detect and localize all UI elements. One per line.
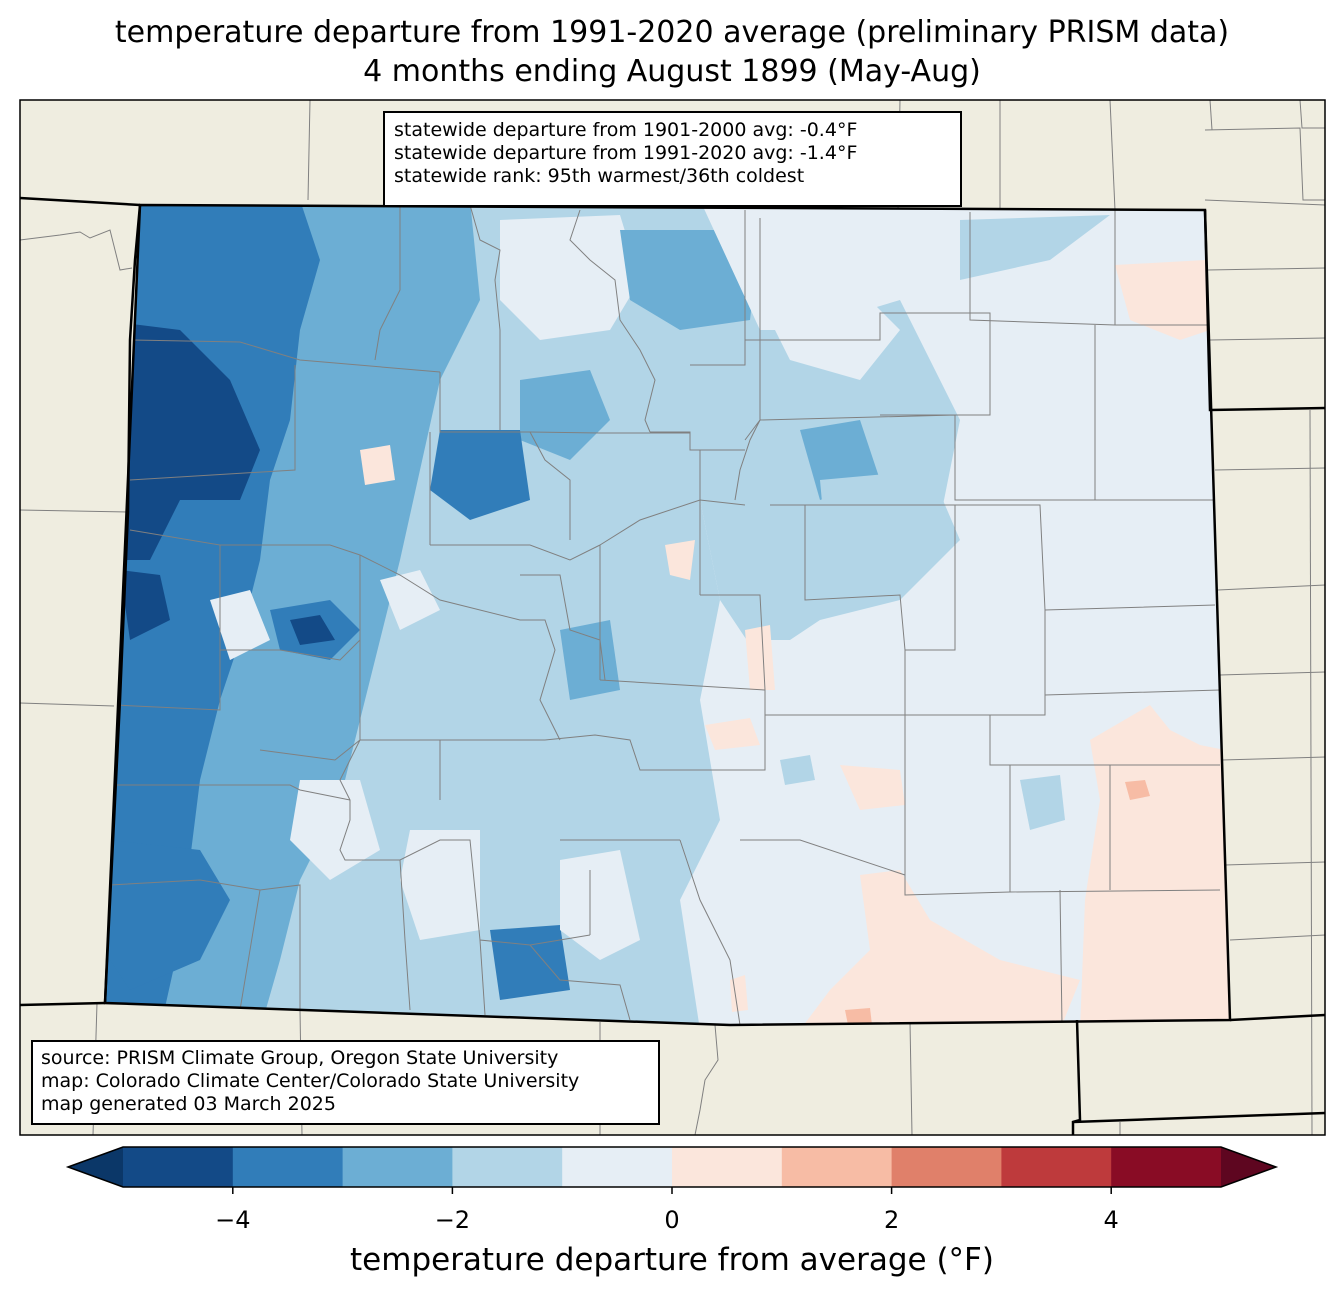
credits-source: source: PRISM Climate Group, Oregon Stat…	[41, 1047, 559, 1069]
colorbar-tick-label: 4	[1103, 1206, 1119, 1234]
colorbar-bin	[1001, 1147, 1112, 1187]
colorbar-extend-min	[68, 1147, 123, 1187]
map-title-line2: 4 months ending August 1899 (May-Aug)	[363, 54, 981, 89]
colorbar-bin	[1111, 1147, 1222, 1187]
map-title-line1: temperature departure from 1991-2020 ave…	[114, 15, 1230, 50]
colorbar-bin	[781, 1147, 893, 1187]
colorbar-bin	[891, 1147, 1002, 1187]
colorbar-tick-label: −4	[215, 1206, 251, 1234]
colorbar-outline	[65, 1146, 1279, 1188]
colorbar-extend-max	[1221, 1147, 1276, 1187]
colorbar-bin	[672, 1147, 783, 1187]
credits-generated: map generated 03 March 2025	[41, 1093, 336, 1115]
departure-field	[105, 205, 1230, 1025]
stats-line-rank: statewide rank: 95th warmest/36th coldes…	[394, 165, 805, 187]
stats-line-1991-2020: statewide departure from 1991-2020 avg: …	[394, 142, 858, 164]
colorbar-label: temperature departure from average (°F)	[350, 1242, 994, 1278]
colorbar-bin	[232, 1147, 344, 1187]
statewide-stats-box: statewide departure from 1901-2000 avg: …	[383, 111, 962, 207]
colorbar-bin	[342, 1147, 453, 1187]
colorbar-tick-label: 0	[664, 1206, 680, 1234]
map-frame	[19, 99, 1326, 1136]
colorbar-tick-label: 2	[883, 1206, 900, 1234]
colorbar-tick-label: −2	[434, 1206, 471, 1234]
stats-line-1901-2000: statewide departure from 1901-2000 avg: …	[394, 119, 858, 141]
credits-map: map: Colorado Climate Center/Colorado St…	[41, 1070, 580, 1092]
colorado-county-lines	[109, 205, 1221, 1025]
colorbar-bin	[562, 1147, 673, 1187]
colorbar-bin	[452, 1147, 563, 1187]
neighbor-state-borders	[19, 196, 1326, 1135]
credits-box: source: PRISM Climate Group, Oregon Stat…	[31, 1040, 660, 1125]
colorbar-bin	[123, 1147, 234, 1187]
